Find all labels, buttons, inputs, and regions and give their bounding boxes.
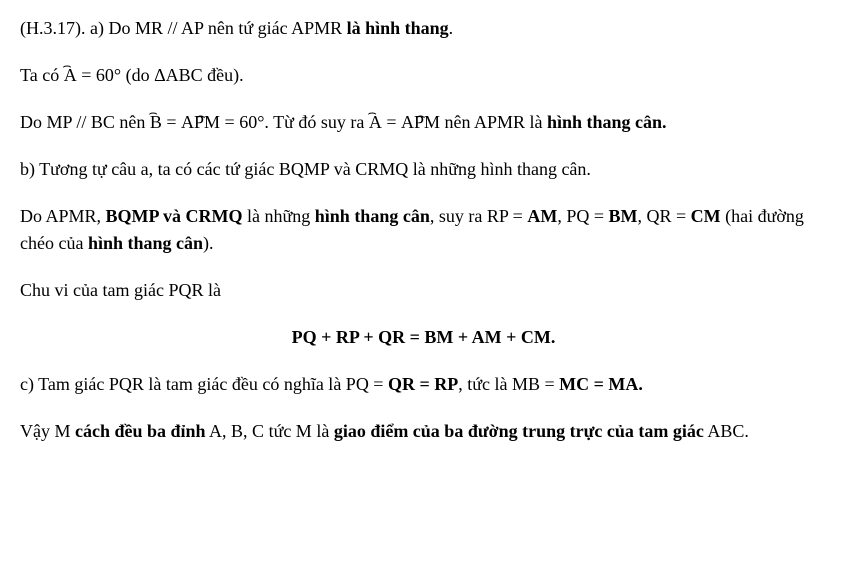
dot: .: [449, 18, 454, 38]
para-a-intro: (H.3.17). a) Do MR // AP nên tứ giác APM…: [20, 15, 827, 42]
text: c) Tam giác PQR là tam giác đều có nghĩa…: [20, 374, 388, 394]
text: =: [162, 112, 181, 132]
angle-APM2: APM: [401, 109, 440, 136]
text: , suy ra RP =: [430, 206, 528, 226]
text: là những: [243, 206, 315, 226]
bold-text: hình thang cân.: [547, 112, 667, 132]
para-conclusion: Vậy M cách đều ba đỉnh A, B, C tức M là …: [20, 418, 827, 445]
bold-text: BQMP và CRMQ: [106, 206, 243, 226]
para-chuvi: Chu vi của tam giác PQR là: [20, 277, 827, 304]
angle-A2: A: [369, 109, 382, 136]
bold-text: cách đều ba đỉnh: [75, 421, 206, 441]
text: , QR =: [638, 206, 691, 226]
text: , PQ =: [557, 206, 608, 226]
text: ).: [203, 233, 214, 253]
text: Do MP // BC nên: [20, 112, 150, 132]
angle-A: A: [64, 62, 77, 89]
bold-text: giao điểm của ba đường trung trực của ta…: [334, 421, 704, 441]
text: (H.3.17). a) Do MR // AP nên tứ giác APM…: [20, 18, 347, 38]
angle-B: B: [150, 109, 162, 136]
bold-text: hình thang cân: [315, 206, 430, 226]
bold-text: CM: [691, 206, 721, 226]
text: = 60°. Từ đó suy ra: [220, 112, 369, 132]
bold-text: MC = MA.: [559, 374, 643, 394]
text: =: [382, 112, 401, 132]
angle-APM: APM: [181, 109, 220, 136]
bold-text: QR = RP: [388, 374, 458, 394]
text: Do APMR,: [20, 206, 106, 226]
formula: PQ + RP + QR = BM + AM + CM.: [20, 324, 827, 351]
text: A, B, C tức M là: [206, 421, 334, 441]
text: Ta có: [20, 65, 64, 85]
text: nên APMR là: [440, 112, 547, 132]
para-do-apmr: Do APMR, BQMP và CRMQ là những hình than…: [20, 203, 827, 257]
bold-text: BM: [609, 206, 638, 226]
para-b: b) Tương tự câu a, ta có các tứ giác BQM…: [20, 156, 827, 183]
bold-text: là hình thang: [347, 18, 449, 38]
text: Vậy M: [20, 421, 75, 441]
para-mp-bc: Do MP // BC nên B = APM = 60°. Từ đó suy…: [20, 109, 827, 136]
text: , tức là MB =: [458, 374, 559, 394]
text: ABC.: [704, 421, 749, 441]
para-angle-A: Ta có A = 60° (do ΔABC đều).: [20, 62, 827, 89]
text: = 60° (do ΔABC đều).: [77, 65, 244, 85]
bold-text: AM: [527, 206, 557, 226]
bold-text: hình thang cân: [88, 233, 203, 253]
para-c: c) Tam giác PQR là tam giác đều có nghĩa…: [20, 371, 827, 398]
